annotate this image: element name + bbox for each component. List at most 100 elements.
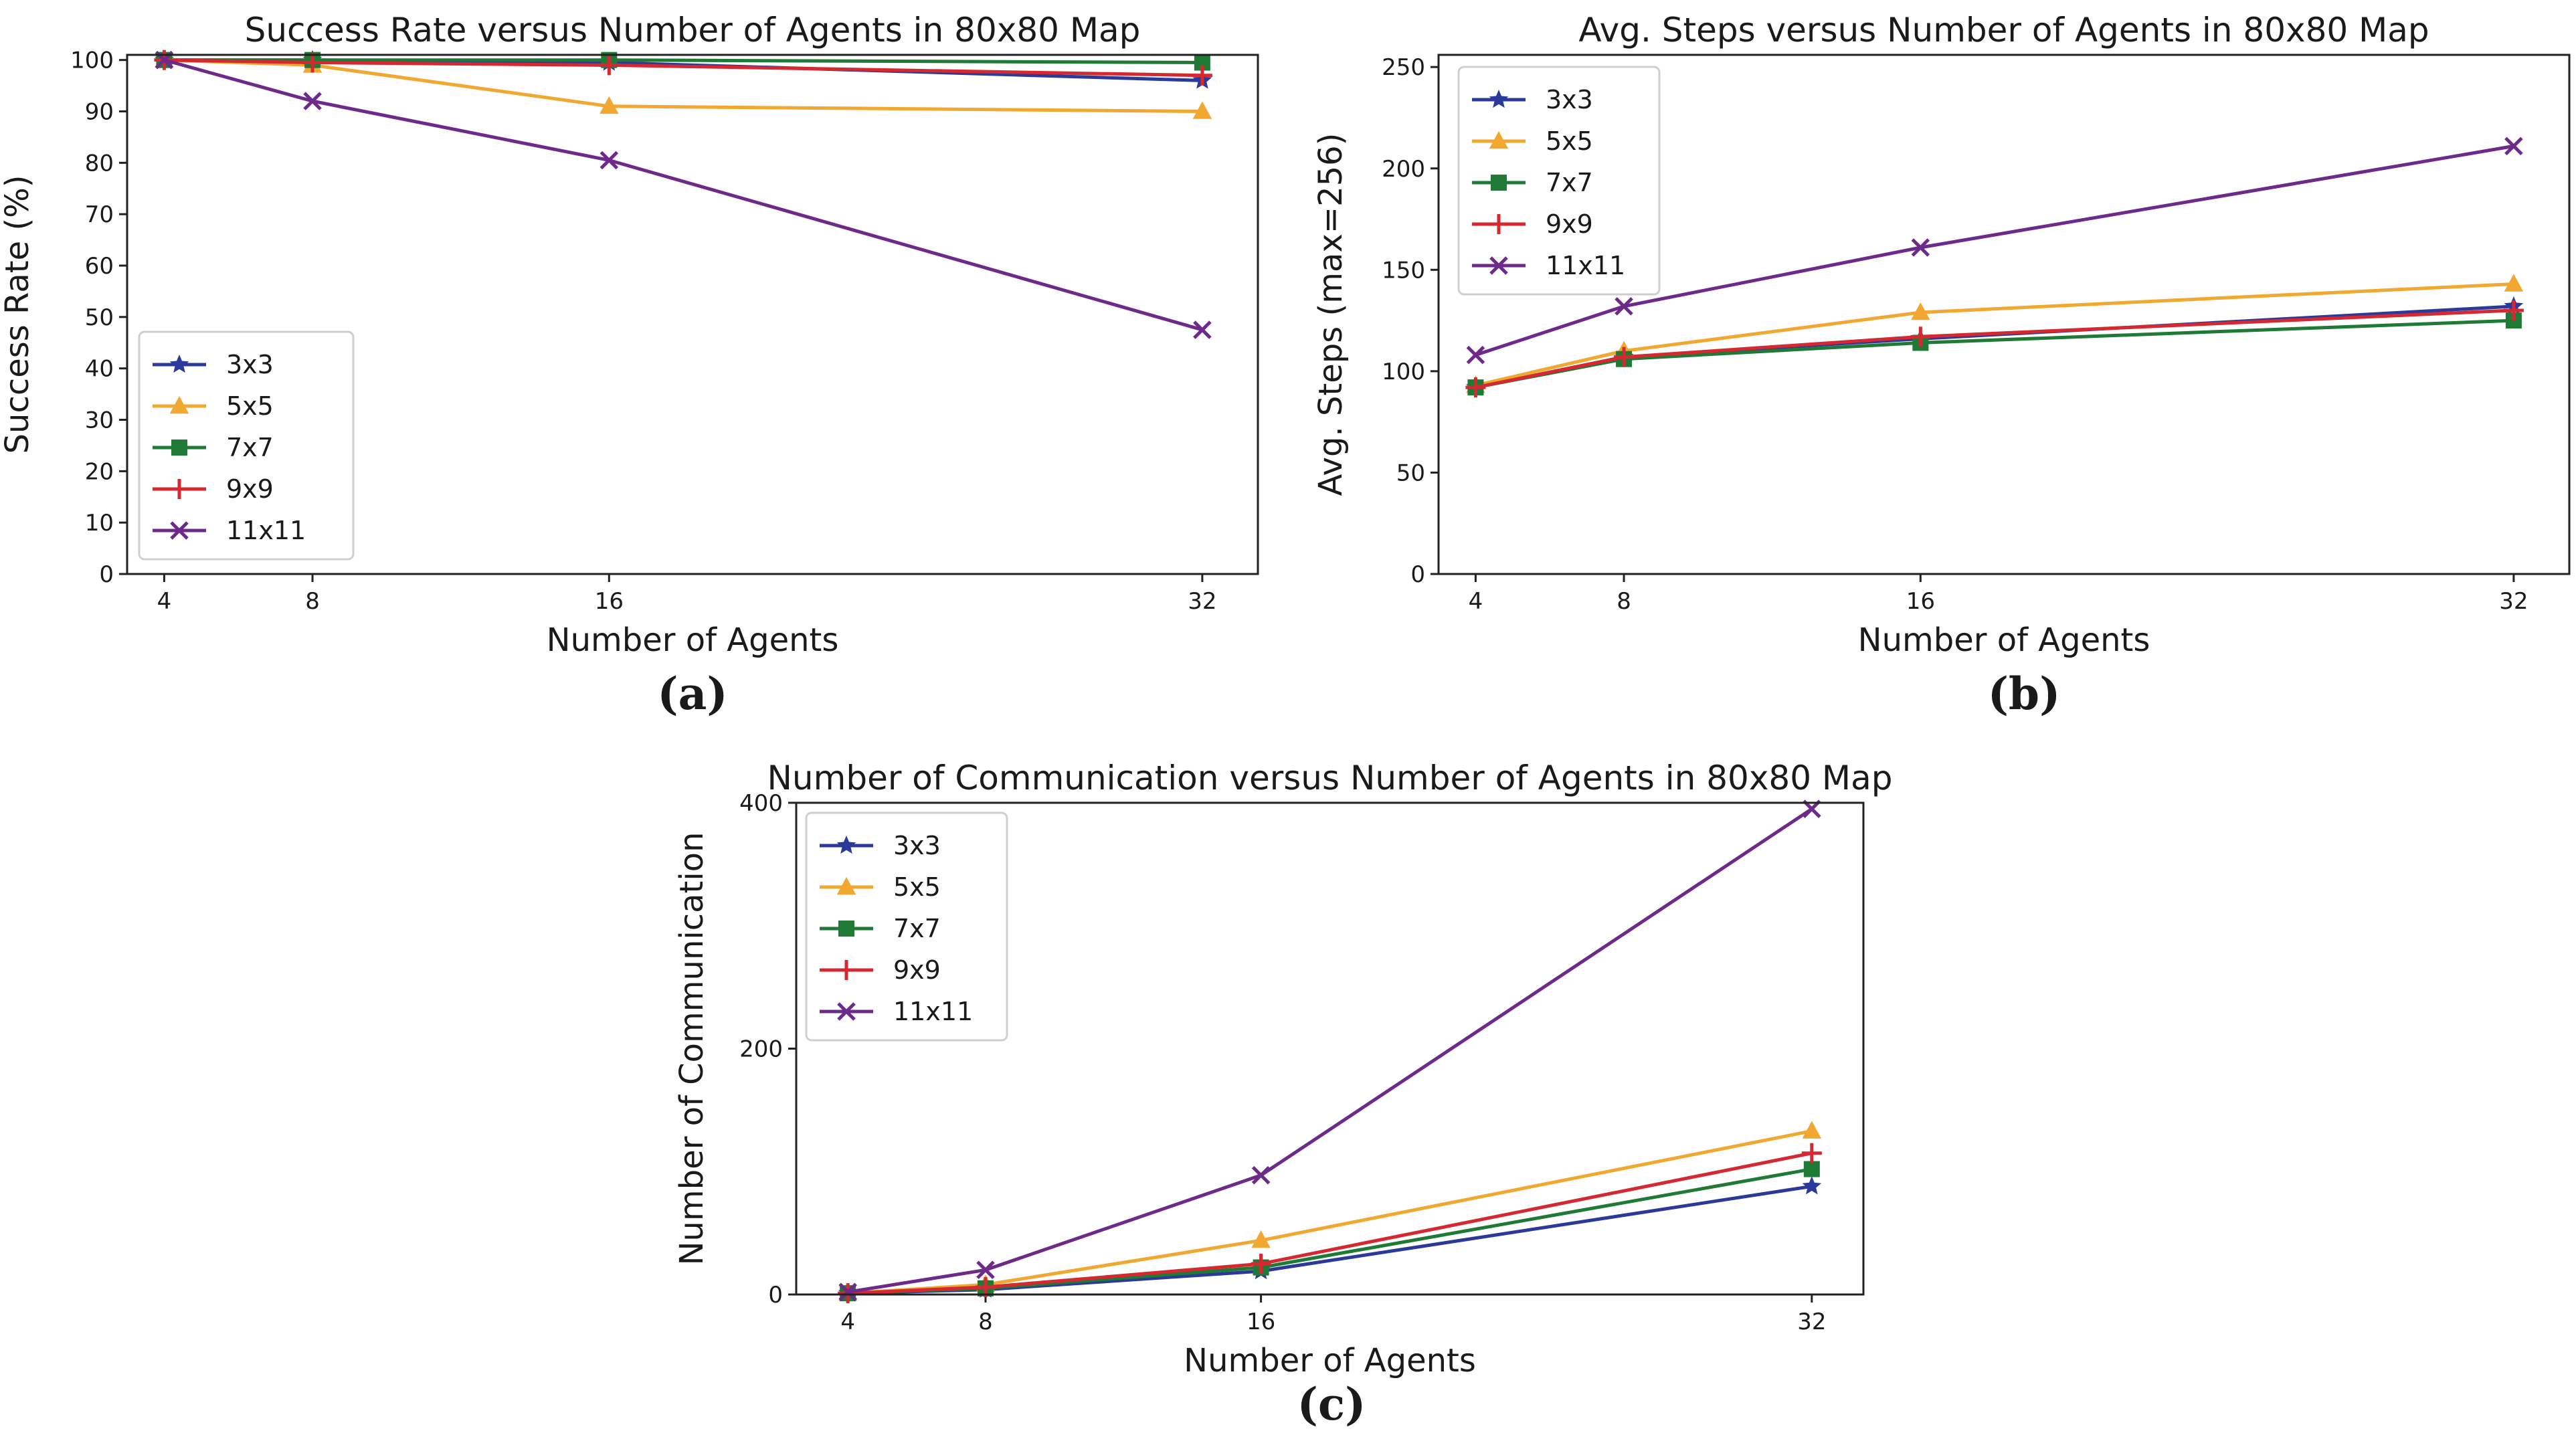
data-point [2504,274,2524,292]
y-tick-label: 30 [85,407,114,434]
legend-marker [837,1002,856,1021]
x-tick-label: 16 [1247,1309,1275,1335]
data-point [1614,347,1635,367]
data-point [2503,300,2524,320]
legend-label: 11x11 [226,516,306,545]
y-tick-label: 90 [85,99,114,126]
x-tick-label: 8 [1617,588,1631,615]
legend-marker [169,355,189,373]
legend-label: 3x3 [893,831,941,860]
x-tick-label: 16 [595,588,624,615]
data-point [1251,1165,1271,1185]
y-tick-label: 50 [85,304,114,331]
legend-marker [1489,131,1509,149]
y-tick-label: 80 [85,150,114,177]
legend-label: 5x5 [1546,126,1593,156]
legend-entry-7x7: 7x7 [153,433,274,462]
legend-marker [838,921,854,937]
legend-marker [1491,175,1507,191]
legend-entry-5x5: 5x5 [820,872,941,902]
legend: 3x3 5x5 7x7 9x9 11x11 [1457,66,1661,296]
legend-marker [836,960,856,980]
data-point [838,1282,857,1302]
legend-label: 9x9 [1546,209,1593,239]
series-line [847,807,1813,1294]
data-point [1911,238,1930,257]
data-point [1911,302,1930,320]
y-axis-label: Number of Communication [673,832,711,1266]
legend-label: 9x9 [893,955,941,985]
data-point [1802,1121,1822,1139]
legend-marker [169,396,189,414]
data-point [600,96,619,114]
x-tick-label: 32 [2499,588,2528,615]
legend-label: 5x5 [226,391,274,421]
legend-label: 3x3 [1546,85,1593,114]
subfigure-label: (c) [1297,1378,1366,1430]
chart-c: Number of Communication versus Number of… [673,759,1892,1430]
legend-label: 7x7 [893,914,941,943]
series-9x9 [838,1143,1822,1304]
y-tick-label: 40 [85,356,114,383]
y-tick-label: 200 [1382,156,1425,183]
legend-box [138,330,355,561]
legend-marker [1489,214,1509,234]
x-tick-label: 4 [1469,588,1483,615]
plot-frame [1437,54,2571,575]
data-point [1615,297,1633,316]
chart-title: Number of Communication versus Number of… [767,759,1893,797]
y-tick-label: 100 [1382,359,1425,385]
x-tick-label: 4 [157,588,172,615]
series-line [163,58,1203,332]
data-point [1802,1176,1822,1195]
y-tick-label: 0 [1410,561,1425,588]
y-tick-label: 50 [1396,460,1425,486]
chart-title: Avg. Steps versus Number of Agents in 80… [1578,11,2429,50]
legend: 3x3 5x5 7x7 9x9 11x11 [805,811,1008,1042]
legend-entry-9x9: 9x9 [820,955,941,985]
series-9x9 [1465,300,2524,398]
data-point [599,55,620,76]
data-point [976,1260,995,1280]
chart-b: Avg. Steps versus Number of Agents in 80… [1312,11,2571,720]
legend-label: 9x9 [226,474,274,504]
legend-box [805,811,1008,1042]
legend-entry-9x9: 9x9 [153,474,274,504]
legend-label: 7x7 [226,433,274,462]
legend-entry-11x11: 11x11 [1472,251,1625,280]
y-axis-label: Avg. Steps (max=256) [1312,133,1350,496]
data-point [302,52,323,73]
legend-entry-3x3: 3x3 [820,831,941,860]
y-tick-label: 250 [1382,54,1425,81]
y-tick-label: 10 [85,510,114,537]
data-point [1910,326,1931,347]
legend-entry-5x5: 5x5 [153,391,274,421]
legend-marker [171,440,187,456]
data-point [1251,1230,1271,1248]
legend-entry-5x5: 5x5 [1472,126,1593,156]
series-9x9 [154,50,1212,86]
legend-marker [169,479,189,499]
subfigure-label: (a) [657,668,727,720]
legend-label: 3x3 [226,350,274,379]
data-point [1192,101,1212,119]
data-point [303,92,322,110]
series-11x11 [838,799,1821,1302]
data-point [1251,1254,1271,1274]
legend-entry-3x3: 3x3 [153,350,274,379]
legend-marker [836,877,856,895]
y-axis-label: Success Rate (%) [0,175,36,454]
y-tick-label: 70 [85,201,114,228]
data-point [1193,320,1212,339]
legend-box [1457,66,1661,296]
legend-marker [836,836,856,854]
x-tick-label: 32 [1797,1309,1826,1335]
x-axis-label: Number of Agents [1858,621,2150,659]
y-tick-label: 100 [70,47,114,74]
series-5x5 [838,1121,1822,1301]
series-line [1475,144,2514,357]
y-tick-label: 20 [85,458,114,485]
series-line [1475,308,2514,389]
data-point [600,151,619,170]
